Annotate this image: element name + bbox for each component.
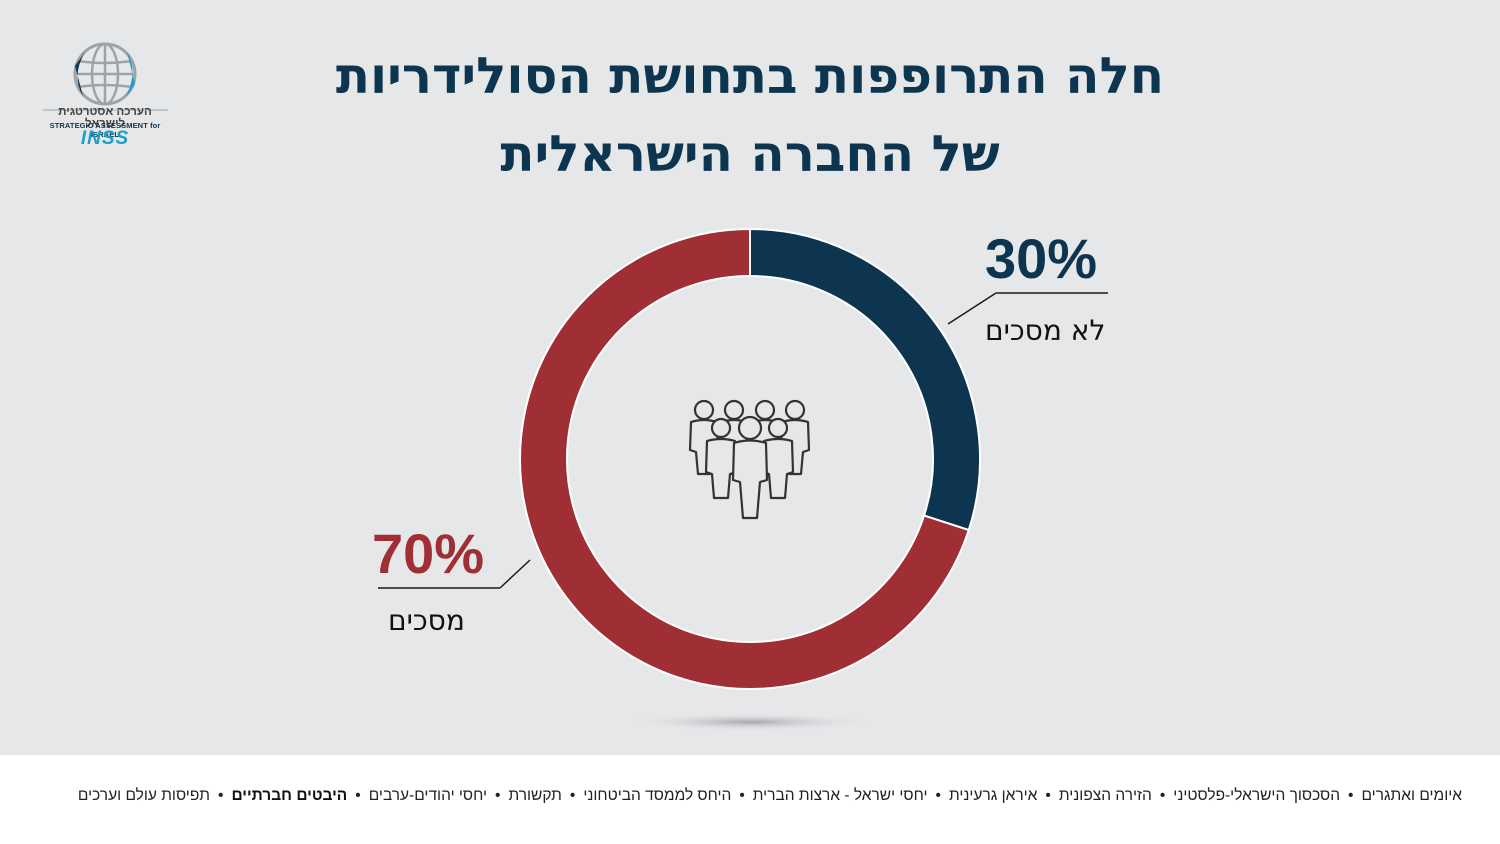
footer-nav-item[interactable]: יחסי ישראל - ארצות הברית <box>752 787 928 804</box>
category-label-agree: מסכים <box>388 604 465 637</box>
footer-nav-item[interactable]: הזירה הצפונית <box>1058 787 1152 804</box>
data-label-agree: 70% <box>372 522 485 585</box>
globe-icon <box>43 42 168 111</box>
footer-nav-separator: • <box>218 787 224 804</box>
footer-nav-separator: • <box>355 787 361 804</box>
footer-nav-item[interactable]: איראן גרעינית <box>948 787 1038 804</box>
footer-nav-item[interactable]: איומים ואתגרים <box>1361 787 1462 804</box>
people-group-icon <box>688 399 811 520</box>
logo-english-text: STRATEGIC ASSESSMENT for ISRAEL <box>49 121 161 139</box>
footer-nav-separator: • <box>1159 787 1166 804</box>
footer-nav-separator: • <box>495 787 501 804</box>
footer-bar <box>0 755 1500 844</box>
page-title-line-1: חלה התרופפות בתחושת הסולידריות <box>335 47 1165 105</box>
footer-nav-item[interactable]: הסכסוך הישראלי-פלסטיני <box>1173 787 1341 804</box>
footer-nav-separator: • <box>935 787 941 804</box>
donut-slice-agree <box>519 227 971 690</box>
footer-nav-item[interactable]: היחס לממסד הביטחוני <box>583 787 732 804</box>
footer-nav-separator: • <box>569 787 576 804</box>
logo-hebrew-text: הערכה אסטרטגית לישראל <box>58 106 152 130</box>
footer-nav: איומים ואתגרים • הסכסוך הישראלי-פלסטיני • הז… <box>78 787 1462 805</box>
page-title-line-2: של החברה הישראלית <box>500 125 1000 183</box>
footer-nav-separator: • <box>739 787 745 804</box>
leader-line-disagree <box>947 292 997 325</box>
logo-brand: INSS <box>80 128 130 149</box>
footer-nav-separator: • <box>1045 787 1051 804</box>
footer-nav-item[interactable]: יחסי יהודים-ערבים <box>368 787 488 804</box>
data-label-disagree: 30% <box>985 227 1098 290</box>
chart-shadow <box>625 713 875 731</box>
leader-line-agree <box>499 559 531 589</box>
footer-nav-item[interactable]: תקשורת <box>508 787 562 804</box>
footer-nav-separator: • <box>1348 787 1354 804</box>
main-panel <box>0 0 1500 755</box>
donut-chart <box>378 227 1108 731</box>
category-label-disagree: לא מסכים <box>985 314 1106 347</box>
footer-nav-item[interactable]: היבטים חברתיים <box>231 787 348 804</box>
footer-nav-item[interactable]: תפיסות עולם וערכים <box>77 787 210 804</box>
